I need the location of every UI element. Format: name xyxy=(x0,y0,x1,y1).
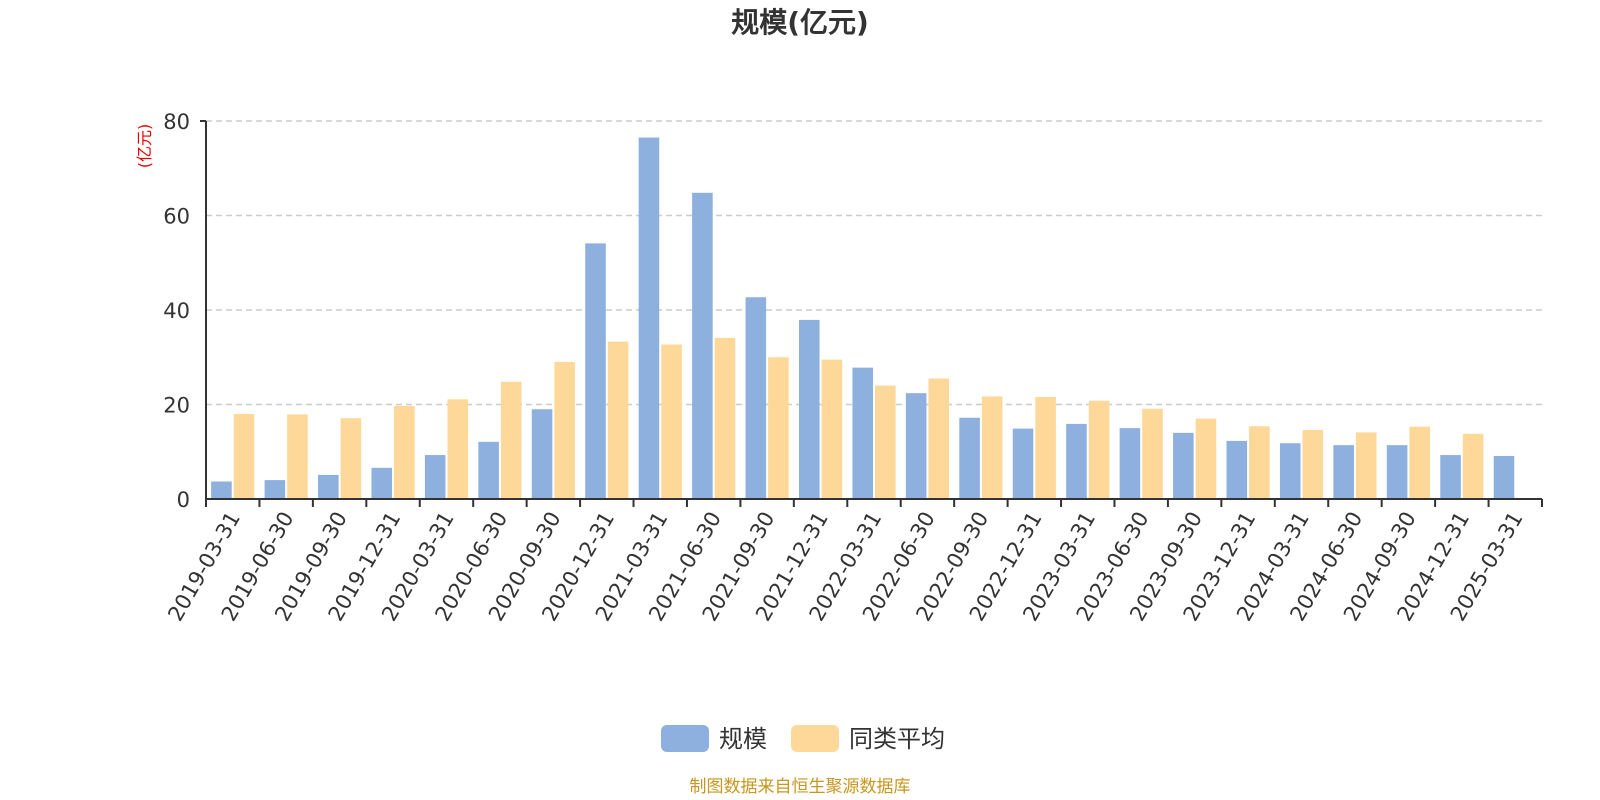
bar-scale[interactable] xyxy=(905,393,927,499)
axes xyxy=(200,120,1543,507)
bar-peer-average[interactable] xyxy=(394,405,415,499)
bar-scale[interactable] xyxy=(318,474,339,499)
bar-scale[interactable] xyxy=(1012,428,1034,499)
y-tick-label: 0 xyxy=(177,488,190,512)
bar-peer-average[interactable] xyxy=(1355,432,1377,499)
chart-title: 规模(亿元) xyxy=(731,6,869,39)
y-tick-label: 60 xyxy=(163,205,190,229)
bar-peer-average[interactable] xyxy=(768,357,789,499)
bar-peer-average[interactable] xyxy=(875,385,896,499)
bar-peer-average[interactable] xyxy=(340,418,362,499)
bar-scale[interactable] xyxy=(1386,445,1408,499)
bar-scale[interactable] xyxy=(745,297,767,499)
bar-scale[interactable] xyxy=(1333,445,1354,499)
y-axis-unit-label: (亿元) xyxy=(135,124,154,169)
bar-scale[interactable] xyxy=(585,243,606,499)
bar-peer-average[interactable] xyxy=(1249,426,1270,499)
bars xyxy=(211,137,1515,499)
y-tick-labels: 0 20 40 60 80 xyxy=(163,110,190,512)
bar-scale[interactable] xyxy=(424,455,446,499)
source-note: 制图数据来自恒生聚源数据库 xyxy=(690,777,911,797)
bar-scale[interactable] xyxy=(638,137,660,499)
grid-lines xyxy=(206,120,1542,406)
bar-peer-average[interactable] xyxy=(1409,426,1430,499)
bar-peer-average[interactable] xyxy=(1142,408,1163,499)
bar-scale[interactable] xyxy=(692,192,713,499)
bar-peer-average[interactable] xyxy=(1302,430,1324,499)
bar-scale[interactable] xyxy=(1226,440,1248,499)
bar-scale[interactable] xyxy=(531,409,553,499)
legend-label[interactable]: 同类平均 xyxy=(849,725,945,753)
y-tick-label: 20 xyxy=(163,394,190,418)
bar-peer-average[interactable] xyxy=(554,361,575,499)
bar-scale[interactable] xyxy=(1119,428,1141,499)
legend[interactable]: 规模 同类平均 xyxy=(661,725,945,753)
bar-peer-average[interactable] xyxy=(1195,418,1217,499)
bar-scale[interactable] xyxy=(1173,432,1194,499)
bar-peer-average[interactable] xyxy=(928,378,950,499)
bar-scale[interactable] xyxy=(798,319,820,499)
legend-swatch[interactable] xyxy=(791,725,839,752)
bar-peer-average[interactable] xyxy=(447,399,469,499)
bar-scale[interactable] xyxy=(1066,423,1087,499)
y-tick-label: 40 xyxy=(163,299,190,323)
legend-label[interactable]: 规模 xyxy=(719,725,767,753)
bar-scale[interactable] xyxy=(1440,455,1461,499)
bar-scale[interactable] xyxy=(1493,456,1515,499)
x-tick-labels: 2019-03-312019-06-302019-09-302019-12-31… xyxy=(163,508,1527,626)
bar-peer-average[interactable] xyxy=(1035,396,1056,499)
bar-scale[interactable] xyxy=(1279,443,1301,499)
bar-scale[interactable] xyxy=(264,480,286,499)
bar-peer-average[interactable] xyxy=(500,381,522,499)
legend-swatch[interactable] xyxy=(661,725,709,752)
bar-scale[interactable] xyxy=(852,367,873,499)
bar-peer-average[interactable] xyxy=(233,413,255,499)
bar-peer-average[interactable] xyxy=(821,359,843,499)
bar-peer-average[interactable] xyxy=(981,396,1003,499)
y-tick-label: 80 xyxy=(163,110,190,134)
bar-scale[interactable] xyxy=(371,467,393,499)
bar-peer-average[interactable] xyxy=(1462,433,1484,499)
bar-scale[interactable] xyxy=(478,441,499,499)
bar-peer-average[interactable] xyxy=(287,414,308,499)
bar-peer-average[interactable] xyxy=(607,341,629,499)
bar-scale[interactable] xyxy=(211,481,232,499)
bar-peer-average[interactable] xyxy=(1088,400,1110,499)
bar-peer-average[interactable] xyxy=(661,344,682,499)
bar-peer-average[interactable] xyxy=(714,337,736,499)
bar-scale[interactable] xyxy=(959,417,980,499)
